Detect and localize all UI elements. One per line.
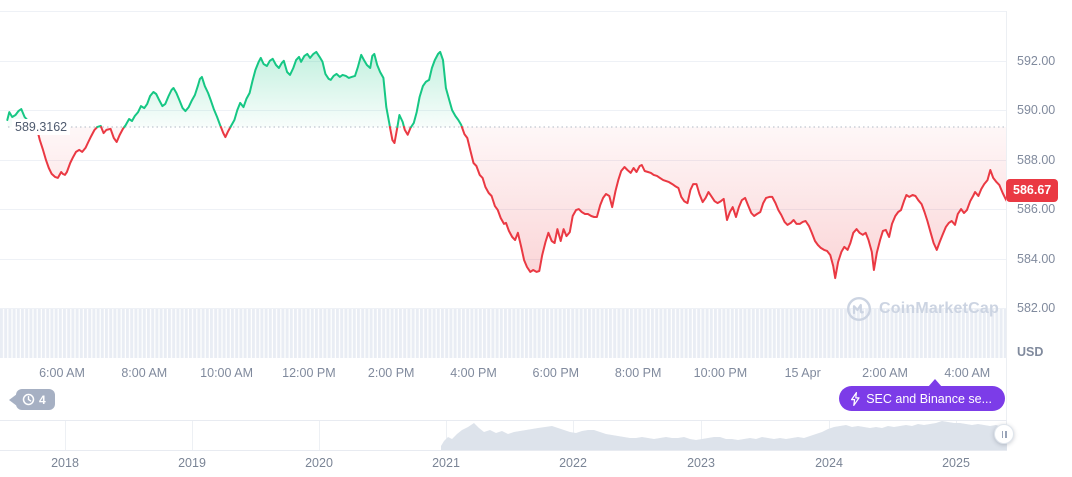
x-tick-label: 8:00 AM — [121, 366, 168, 380]
year-label: 2020 — [305, 456, 333, 470]
x-tick-label: 6:00 PM — [532, 366, 580, 380]
selector-volume-area — [441, 421, 1007, 450]
axis-divider-line — [1006, 11, 1007, 450]
clock-icon — [22, 393, 35, 406]
year-label: 2019 — [178, 456, 206, 470]
year-label: 2024 — [815, 456, 843, 470]
year-label: 2018 — [51, 456, 79, 470]
price-line — [6, 50, 1007, 280]
x-tick-label: 2:00 PM — [367, 366, 415, 380]
year-label: 2021 — [432, 456, 460, 470]
x-tick-label: 8:00 PM — [614, 366, 662, 380]
x-tick-label: 4:00 PM — [450, 366, 497, 380]
watermark: CoinMarketCap — [846, 296, 999, 322]
y-tick-label: 582.00 — [1017, 301, 1056, 316]
price-chart-canvas[interactable] — [0, 0, 1007, 360]
x-tick-label: 6:00 AM — [39, 366, 85, 380]
baseline-price-label: 589.3162 — [12, 119, 71, 135]
y-tick-label: 586.00 — [1017, 202, 1056, 217]
year-label: 2025 — [942, 456, 970, 470]
coinmarketcap-logo-icon — [846, 296, 872, 322]
volume-bars — [0, 309, 1007, 358]
range-selector[interactable] — [0, 420, 1007, 451]
y-axis-unit-label: USD — [1017, 345, 1044, 359]
x-tick-label: 12:00 PM — [282, 366, 336, 380]
x-tick-label: 15 Apr — [784, 366, 821, 380]
event-badge-caret — [928, 379, 942, 387]
current-price-badge: 586.67 — [1006, 179, 1059, 203]
event-count: 4 — [39, 392, 46, 407]
year-label: 2022 — [559, 456, 587, 470]
price-area-fills — [7, 51, 1007, 279]
watermark-text: CoinMarketCap — [879, 300, 999, 317]
event-count-badge[interactable]: 4 — [9, 389, 55, 410]
y-tick-label: 584.00 — [1017, 251, 1056, 266]
x-tick-label: 10:00 AM — [200, 366, 253, 380]
range-slider-handle[interactable] — [994, 424, 1014, 444]
y-tick-label: 588.00 — [1017, 152, 1056, 167]
event-badge-label: SEC and Binance se... — [866, 391, 992, 406]
y-tick-label: 590.00 — [1017, 103, 1056, 118]
year-label: 2023 — [687, 456, 715, 470]
x-tick-label: 4:00 AM — [944, 366, 991, 380]
event-badge[interactable]: SEC and Binance se... — [839, 386, 1005, 411]
y-tick-label: 592.00 — [1017, 53, 1056, 68]
x-tick-label: 2:00 AM — [862, 366, 908, 380]
x-tick-label: 10:00 PM — [693, 366, 748, 380]
lightning-icon — [850, 391, 860, 406]
